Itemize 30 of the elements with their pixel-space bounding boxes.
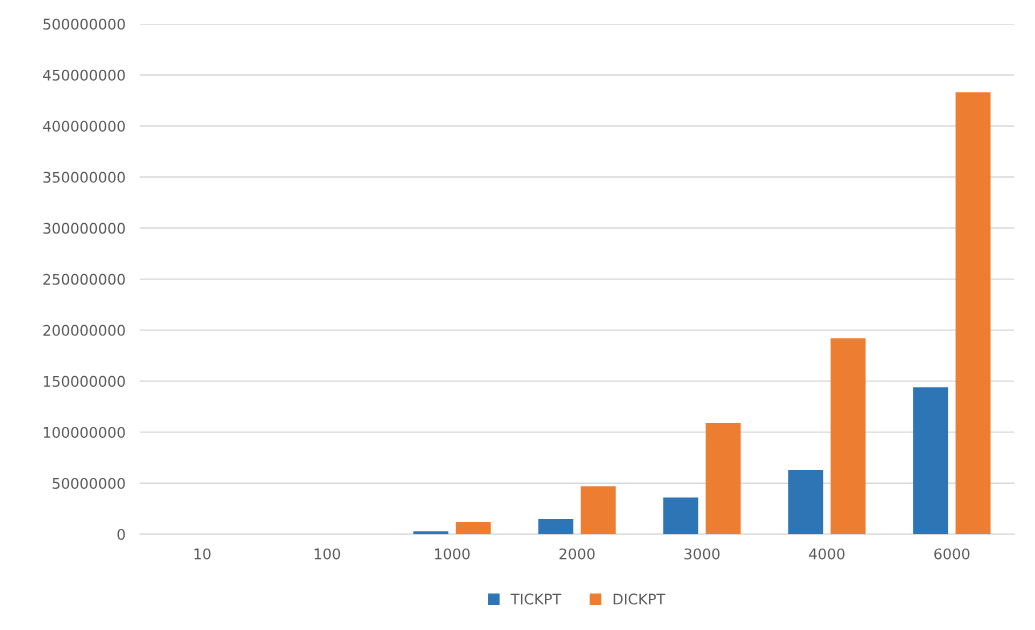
bar	[955, 92, 991, 535]
bar	[830, 338, 866, 535]
y-tick-label: 0	[117, 528, 125, 540]
x-tick-label: 10	[194, 548, 211, 560]
bar	[580, 486, 616, 535]
legend-label: DICKPT	[613, 593, 666, 605]
y-tick-label: 200000000	[43, 324, 125, 336]
bar	[663, 497, 699, 535]
y-tick-label: 500000000	[43, 18, 125, 30]
y-tick-label: 450000000	[43, 69, 125, 81]
bar	[705, 422, 741, 535]
x-tick-label: 2000	[559, 548, 595, 560]
bar	[413, 531, 449, 535]
y-tick-label: 50000000	[52, 477, 125, 489]
y-tick-label: 350000000	[43, 171, 125, 183]
y-tick-label: 400000000	[43, 120, 125, 132]
bar	[788, 469, 824, 535]
y-tick-label: 300000000	[43, 222, 125, 234]
y-tick-label: 250000000	[43, 273, 125, 285]
legend-label: TICKPT	[510, 593, 562, 605]
x-tick-label: 1000	[435, 548, 470, 560]
y-tick-label: 150000000	[43, 375, 125, 387]
x-tick-label: 6000	[934, 548, 970, 560]
x-tick-label: 4000	[809, 548, 845, 560]
bar	[913, 387, 949, 535]
bar	[455, 521, 491, 535]
x-tick-label: 100	[314, 548, 341, 560]
bar	[538, 518, 574, 535]
y-tick-label: 100000000	[43, 426, 125, 438]
x-tick-label: 3000	[684, 548, 720, 560]
